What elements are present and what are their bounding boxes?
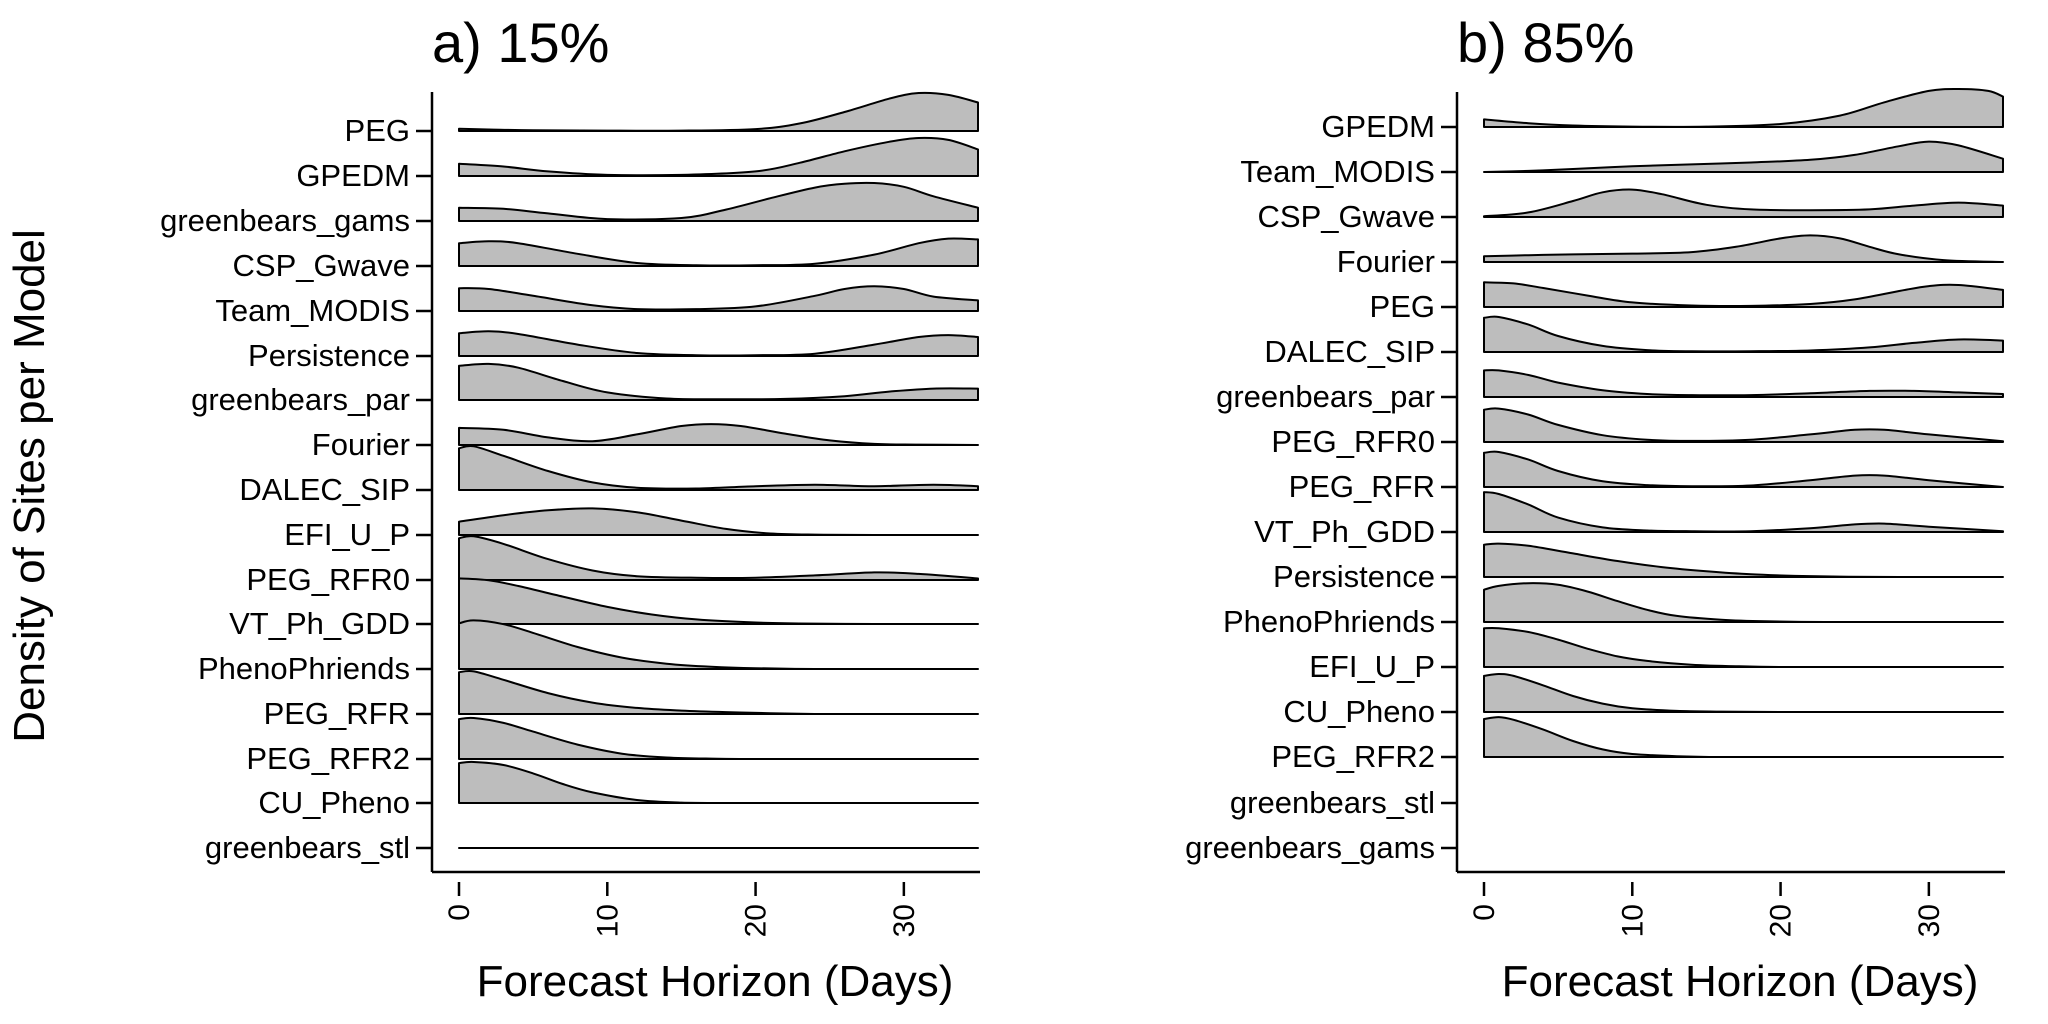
model-label: Persistence — [248, 338, 410, 373]
panel-a: a) 15% 0 10 20 30 Forecast Horizon (Days) PEG G… — [160, 11, 980, 1006]
ridge-dalec-sip — [458, 444, 979, 491]
ridges — [458, 91, 979, 850]
ridge-peg-rfr — [1483, 450, 2004, 488]
ridge-greenbears-par — [458, 362, 979, 401]
model-label: PhenoPhriends — [1223, 604, 1435, 639]
x-axis-title: Forecast Horizon (Days) — [1502, 957, 1979, 1006]
ridge-team-modis — [1483, 140, 2004, 173]
x-tick-label: 10 — [591, 904, 624, 937]
ridge-efi-u-p — [1483, 626, 2004, 669]
model-label: EFI_U_P — [284, 517, 410, 552]
panel-title: a) 15% — [432, 11, 609, 74]
panel-b: b) 85% 0 10 20 30 Forecast Horizon (Days) GPED… — [1185, 11, 2005, 1006]
ridge-vt-ph-gdd — [1483, 491, 2004, 533]
model-label: GPEDM — [296, 158, 410, 193]
model-label: PEG — [1370, 289, 1435, 324]
model-label: DALEC_SIP — [1264, 334, 1435, 369]
model-label: Persistence — [1273, 559, 1435, 594]
ridge-greenbears-gams — [458, 181, 979, 222]
ridge-peg — [1483, 281, 2004, 308]
x-tick-label: 20 — [740, 904, 773, 937]
ridge-peg-rfr2 — [1483, 716, 2004, 759]
model-label: Fourier — [312, 427, 410, 462]
x-tick-label: 0 — [1468, 904, 1501, 921]
ridge-fourier — [458, 423, 979, 446]
ridge-efi-u-p — [458, 507, 979, 536]
ridge-fourier — [1483, 234, 2004, 263]
ridge-gpedm — [458, 136, 979, 177]
ridge-persistence — [1483, 542, 2004, 578]
model-label: GPEDM — [1321, 109, 1435, 144]
model-label: PEG_RFR0 — [1271, 424, 1435, 459]
x-axis-title: Forecast Horizon (Days) — [477, 957, 954, 1006]
model-label: PhenoPhriends — [198, 651, 410, 686]
ridge-team-modis — [458, 285, 979, 312]
ridge-peg-rfr0 — [1483, 407, 2004, 443]
model-label: EFI_U_P — [1309, 649, 1435, 684]
model-label: greenbears_stl — [1230, 785, 1435, 820]
x-tick-label: 0 — [443, 904, 476, 921]
ridge-peg-rfr — [458, 670, 979, 716]
panel-title: b) 85% — [1457, 11, 1634, 74]
model-label: greenbears_stl — [205, 830, 410, 865]
ridge-vt-ph-gdd — [458, 577, 979, 625]
ridge-dalec-sip — [1483, 315, 2004, 353]
x-tick-label: 30 — [1913, 904, 1946, 937]
model-label: Fourier — [1337, 244, 1435, 279]
model-label: PEG_RFR — [264, 696, 410, 731]
x-tick-label: 10 — [1616, 904, 1649, 937]
model-label: PEG_RFR2 — [246, 741, 410, 776]
model-label: CU_Pheno — [258, 785, 410, 820]
ridge-peg — [458, 91, 979, 132]
model-label: greenbears_gams — [160, 203, 410, 238]
model-label: CU_Pheno — [1283, 694, 1435, 729]
model-label: DALEC_SIP — [239, 472, 410, 507]
ridge-peg-rfr0 — [458, 535, 979, 581]
ridge-peg-rfr2 — [458, 716, 979, 760]
model-label: PEG — [345, 113, 410, 148]
model-label: greenbears_gams — [1185, 830, 1435, 865]
ridge-phenophriends — [458, 619, 979, 670]
ridges — [1483, 87, 2004, 759]
x-tick-label: 20 — [1765, 904, 1798, 937]
x-tick-label: 30 — [888, 904, 921, 937]
model-label: CSP_Gwave — [233, 248, 410, 283]
model-label: CSP_Gwave — [1258, 199, 1435, 234]
model-label: greenbears_par — [1216, 379, 1435, 414]
panels-container: a) 15% 0 10 20 30 Forecast Horizon (Days) PEG G… — [160, 11, 2005, 1006]
model-label: VT_Ph_GDD — [1254, 514, 1435, 549]
model-label: VT_Ph_GDD — [229, 606, 410, 641]
y-axis-label: Density of Sites per Model — [5, 229, 54, 743]
model-label: greenbears_par — [191, 382, 410, 417]
model-label: PEG_RFR0 — [246, 562, 410, 597]
model-label: Team_MODIS — [1240, 154, 1435, 189]
model-label: Team_MODIS — [215, 293, 410, 328]
ridge-phenophriends — [1483, 582, 2004, 624]
ridge-persistence — [458, 330, 979, 357]
ridge-greenbears-par — [1483, 369, 2004, 398]
model-label: PEG_RFR — [1289, 469, 1435, 504]
model-label: PEG_RFR2 — [1271, 739, 1435, 774]
ridge-csp-gwave — [1483, 188, 2004, 218]
ridge-cu-pheno — [1483, 673, 2004, 714]
ridge-cu-pheno — [458, 760, 979, 805]
ridge-csp-gwave — [458, 237, 979, 267]
ridge-gpedm — [1483, 87, 2004, 128]
